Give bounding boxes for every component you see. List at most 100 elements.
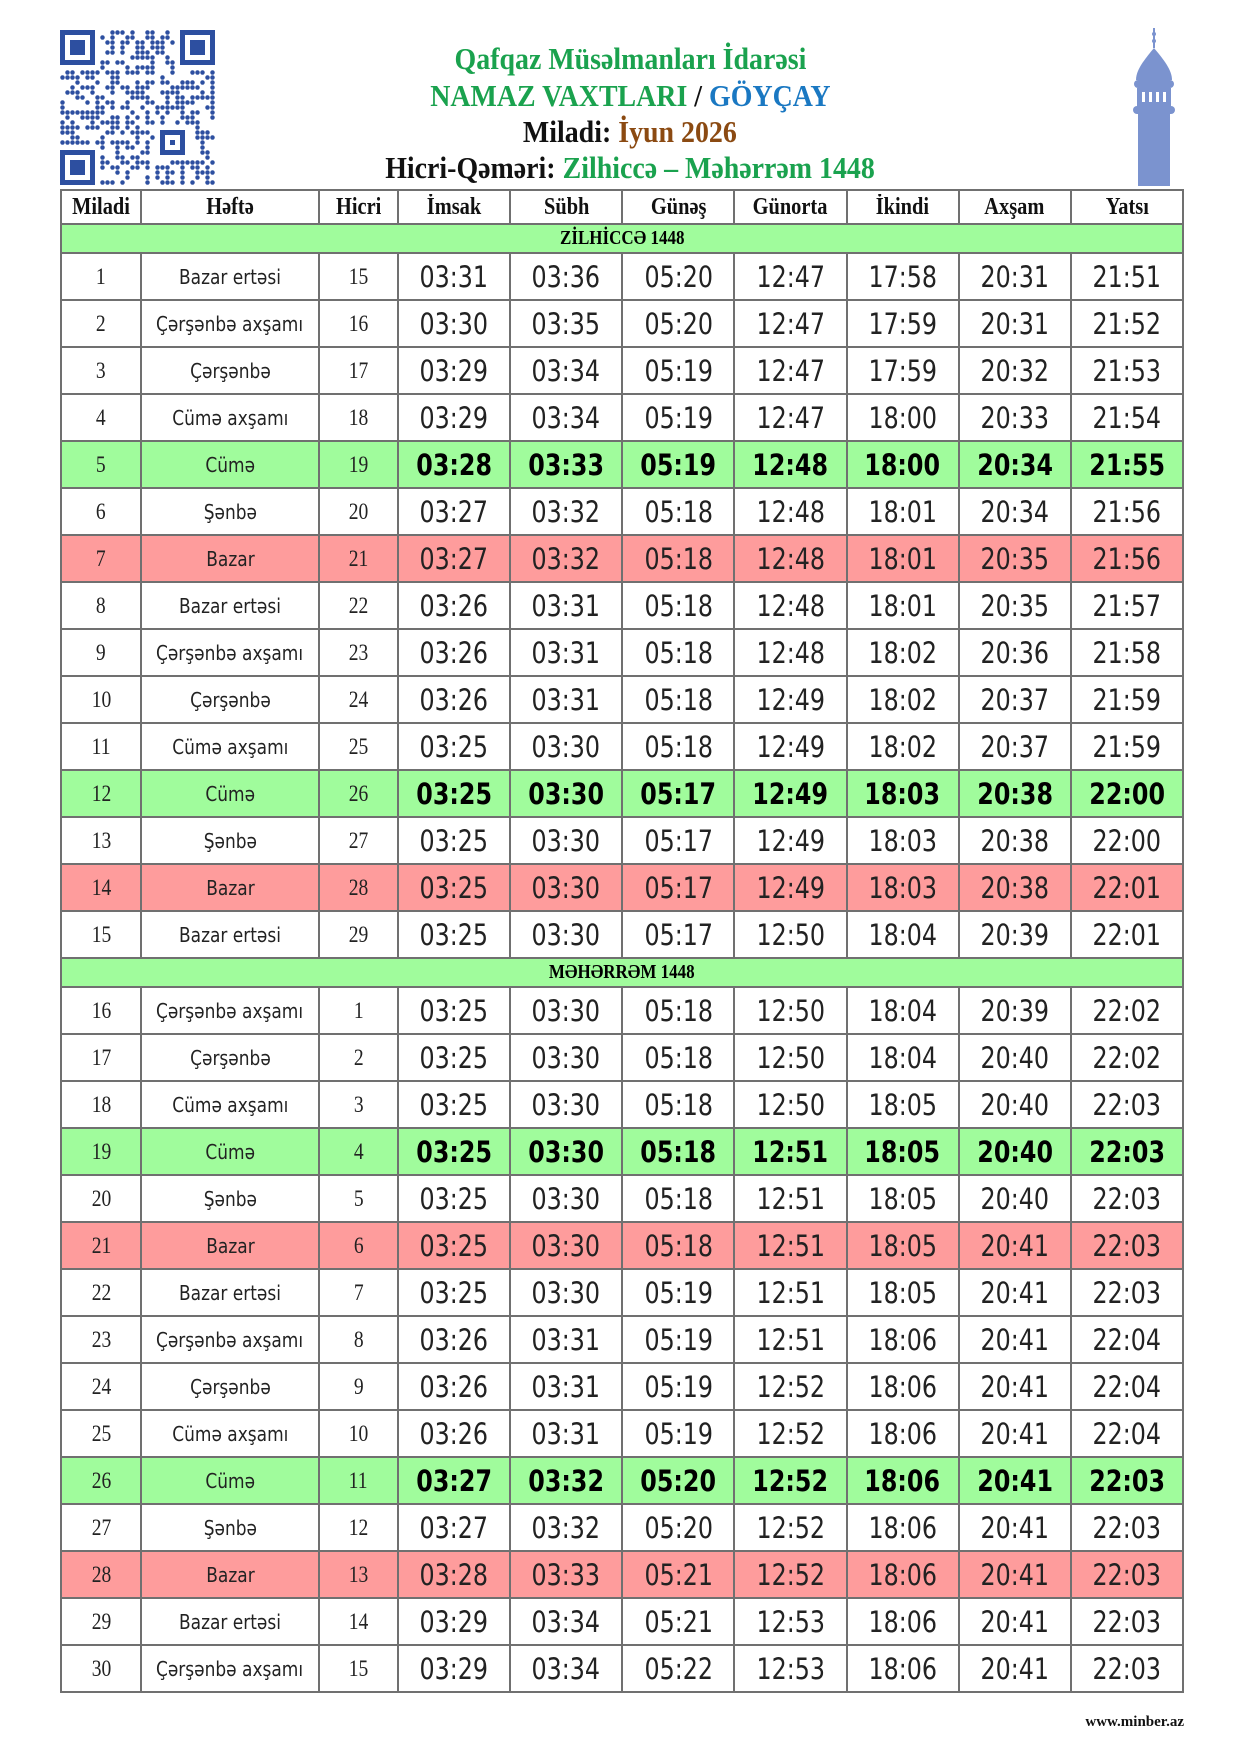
miladi-line: Miladi: İyun 2026 — [523, 114, 737, 149]
time-sübh: 03:34 — [509, 1644, 624, 1693]
time-günorta: 12:52 — [733, 1550, 848, 1599]
miladi-day: 8 — [60, 581, 142, 630]
time-günəş: 05:21 — [621, 1550, 736, 1599]
hicri-day: 18 — [318, 393, 399, 442]
minaret-icon — [1133, 28, 1175, 186]
time-yatsı: 21:51 — [1069, 252, 1185, 301]
weekday: Cümə — [140, 440, 320, 489]
time-günəş: 05:18 — [621, 1033, 736, 1082]
time-i̇msak: 03:26 — [396, 628, 512, 677]
time-axşam: 20:37 — [957, 675, 1072, 724]
time-axşam: 20:36 — [957, 628, 1072, 677]
time-günorta: 12:52 — [733, 1362, 848, 1411]
time-yatsı: 22:03 — [1069, 1456, 1185, 1505]
time-sübh: 03:34 — [509, 393, 624, 442]
time-günəş: 05:19 — [621, 1315, 736, 1364]
time-yatsı: 21:57 — [1069, 581, 1185, 630]
miladi-day: 7 — [60, 534, 142, 583]
hicri-day: 9 — [318, 1362, 399, 1411]
hicri-day: 21 — [318, 534, 399, 583]
time-i̇kindi: 18:01 — [845, 487, 960, 536]
time-sübh: 03:32 — [509, 1456, 624, 1505]
hicri-day: 12 — [318, 1503, 399, 1552]
time-günorta: 12:53 — [733, 1597, 848, 1646]
time-yatsı: 21:54 — [1069, 393, 1185, 442]
time-yatsı: 21:59 — [1069, 722, 1185, 771]
time-günəş: 05:18 — [621, 722, 736, 771]
time-günorta: 12:50 — [733, 1033, 848, 1082]
time-sübh: 03:34 — [509, 1597, 624, 1646]
time-yatsı: 22:03 — [1069, 1174, 1185, 1223]
weekday: Bazar — [140, 863, 320, 912]
column-header: Axşam — [957, 189, 1072, 225]
hicri-day: 15 — [318, 252, 399, 301]
table-row: 2 Çərşənbə axşamı 16 03:30 03:35 05:20 12:47 17… — [60, 299, 1185, 348]
time-günəş: 05:19 — [621, 1268, 736, 1317]
time-i̇kindi: 18:05 — [845, 1080, 960, 1129]
time-axşam: 20:31 — [957, 299, 1072, 348]
table-row: 24 Çərşənbə 9 03:26 03:31 05:19 12:52 18:06 20:4… — [60, 1362, 1185, 1411]
hicri-day: 1 — [318, 986, 399, 1035]
time-axşam: 20:35 — [957, 581, 1072, 630]
hicri-day: 23 — [318, 628, 399, 677]
time-i̇kindi: 18:06 — [845, 1409, 960, 1458]
hicri-day: 3 — [318, 1080, 399, 1129]
weekday: Cümə axşamı — [140, 1409, 320, 1458]
time-sübh: 03:31 — [509, 1315, 624, 1364]
time-günəş: 05:20 — [621, 299, 736, 348]
weekday: Bazar — [140, 534, 320, 583]
time-sübh: 03:31 — [509, 581, 624, 630]
time-i̇msak: 03:29 — [396, 1644, 512, 1693]
time-günəş: 05:17 — [621, 769, 736, 818]
time-günorta: 12:49 — [733, 722, 848, 771]
time-axşam: 20:40 — [957, 1174, 1072, 1223]
miladi-day: 26 — [60, 1456, 142, 1505]
column-header-label: Hicri — [335, 193, 382, 220]
table-header-row: Miladi Həftə Hicri İmsak Sübh Günəş Günorta İki… — [60, 189, 1185, 225]
hicri-day: 15 — [318, 1644, 399, 1693]
time-i̇kindi: 18:01 — [845, 534, 960, 583]
weekday: Çərşənbə — [140, 1362, 320, 1411]
weekday: Çərşənbə axşamı — [140, 628, 320, 677]
table-row: 14 Bazar 28 03:25 03:30 05:17 12:49 18:03 20:38 2… — [60, 863, 1185, 912]
table-row: 21 Bazar 6 03:25 03:30 05:18 12:51 18:05 20:41 22… — [60, 1221, 1185, 1270]
column-header-label: Sübh — [543, 193, 589, 220]
time-yatsı: 22:03 — [1069, 1268, 1185, 1317]
time-sübh: 03:30 — [509, 769, 624, 818]
time-i̇kindi: 18:01 — [845, 581, 960, 630]
time-i̇kindi: 18:02 — [845, 675, 960, 724]
time-axşam: 20:38 — [957, 863, 1072, 912]
hicri-day: 24 — [318, 675, 399, 724]
time-i̇msak: 03:25 — [396, 863, 512, 912]
hicri-day: 13 — [318, 1550, 399, 1599]
weekday: Cümə — [140, 1456, 320, 1505]
time-i̇kindi: 18:06 — [845, 1644, 960, 1693]
time-i̇kindi: 18:05 — [845, 1174, 960, 1223]
time-yatsı: 22:03 — [1069, 1080, 1185, 1129]
time-günorta: 12:47 — [733, 346, 848, 395]
time-yatsı: 22:00 — [1069, 769, 1185, 818]
time-günorta: 12:50 — [733, 986, 848, 1035]
column-header: Həftə — [140, 189, 320, 225]
time-günorta: 12:52 — [733, 1456, 848, 1505]
miladi-day: 27 — [60, 1503, 142, 1552]
time-axşam: 20:40 — [957, 1080, 1072, 1129]
time-i̇msak: 03:27 — [396, 487, 512, 536]
time-sübh: 03:33 — [509, 1550, 624, 1599]
time-i̇msak: 03:25 — [396, 910, 512, 959]
time-i̇msak: 03:26 — [396, 675, 512, 724]
time-günəş: 05:17 — [621, 863, 736, 912]
time-i̇kindi: 17:59 — [845, 346, 960, 395]
hicri-day: 20 — [318, 487, 399, 536]
time-axşam: 20:39 — [957, 986, 1072, 1035]
miladi-day: 28 — [60, 1550, 142, 1599]
time-i̇kindi: 18:06 — [845, 1456, 960, 1505]
column-header: Yatsı — [1069, 189, 1185, 225]
time-günorta: 12:51 — [733, 1315, 848, 1364]
time-günəş: 05:19 — [621, 346, 736, 395]
time-günəş: 05:18 — [621, 628, 736, 677]
hicri-day: 16 — [318, 299, 399, 348]
miladi-day: 4 — [60, 393, 142, 442]
section-title: ZİLHİCCƏ 1448 — [60, 223, 1184, 254]
time-sübh: 03:33 — [509, 440, 624, 489]
